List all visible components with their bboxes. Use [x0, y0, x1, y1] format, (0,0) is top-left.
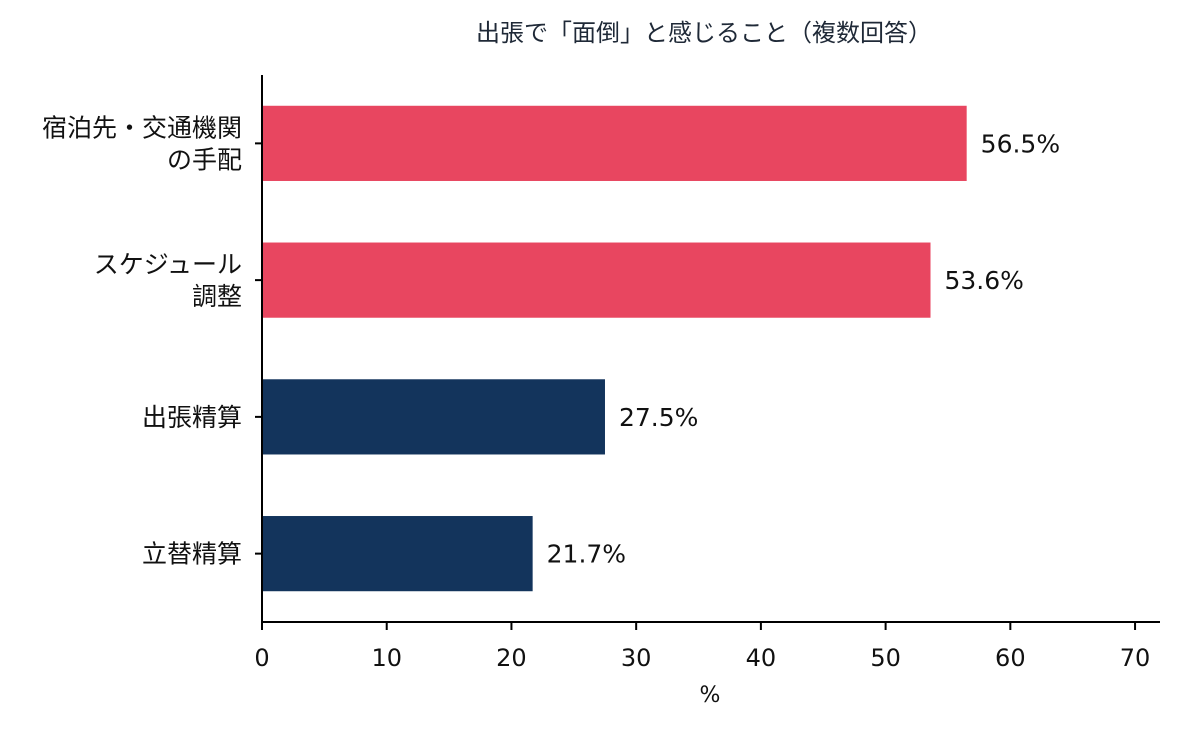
- chart-title: 出張で「面倒」と感じること（複数回答）: [476, 19, 932, 47]
- bar-2: [262, 379, 605, 455]
- category-label-line: 出張精算: [142, 403, 242, 432]
- x-tick-label-0: 0: [254, 644, 269, 672]
- value-labels-group: 56.5% 53.6% 27.5% 21.7%: [547, 129, 1060, 568]
- value-label-1: 53.6%: [945, 266, 1024, 295]
- category-label-line: の手配: [167, 145, 242, 174]
- bar-0: [262, 105, 967, 181]
- x-tick-label-5: 50: [870, 644, 901, 672]
- category-label-line: 立替精算: [142, 540, 242, 569]
- category-label-3: 立替精算: [142, 540, 242, 569]
- category-label-line: 調整: [192, 282, 242, 311]
- category-label-1: スケジュール調整: [94, 250, 242, 311]
- x-tick-label-3: 30: [621, 644, 652, 672]
- x-ticks-group: 0 10 20 30 40 50 60 70: [254, 622, 1150, 672]
- x-tick-label-2: 20: [496, 644, 527, 672]
- x-tick-label-6: 60: [995, 644, 1026, 672]
- bar-1: [262, 242, 931, 318]
- category-label-line: 宿泊先・交通機関: [42, 113, 242, 142]
- value-label-3: 21.7%: [547, 540, 626, 569]
- category-label-2: 出張精算: [142, 403, 242, 432]
- category-label-0: 宿泊先・交通機関の手配: [42, 113, 242, 174]
- x-tick-label-7: 70: [1120, 644, 1151, 672]
- category-label-line: スケジュール: [94, 250, 242, 279]
- x-tick-label-4: 40: [746, 644, 777, 672]
- x-axis-title: %: [700, 683, 721, 708]
- x-tick-label-1: 10: [371, 644, 402, 672]
- value-label-0: 56.5%: [981, 129, 1060, 158]
- value-label-2: 27.5%: [619, 403, 698, 432]
- bars-group: [262, 105, 967, 592]
- bar-3: [262, 516, 533, 592]
